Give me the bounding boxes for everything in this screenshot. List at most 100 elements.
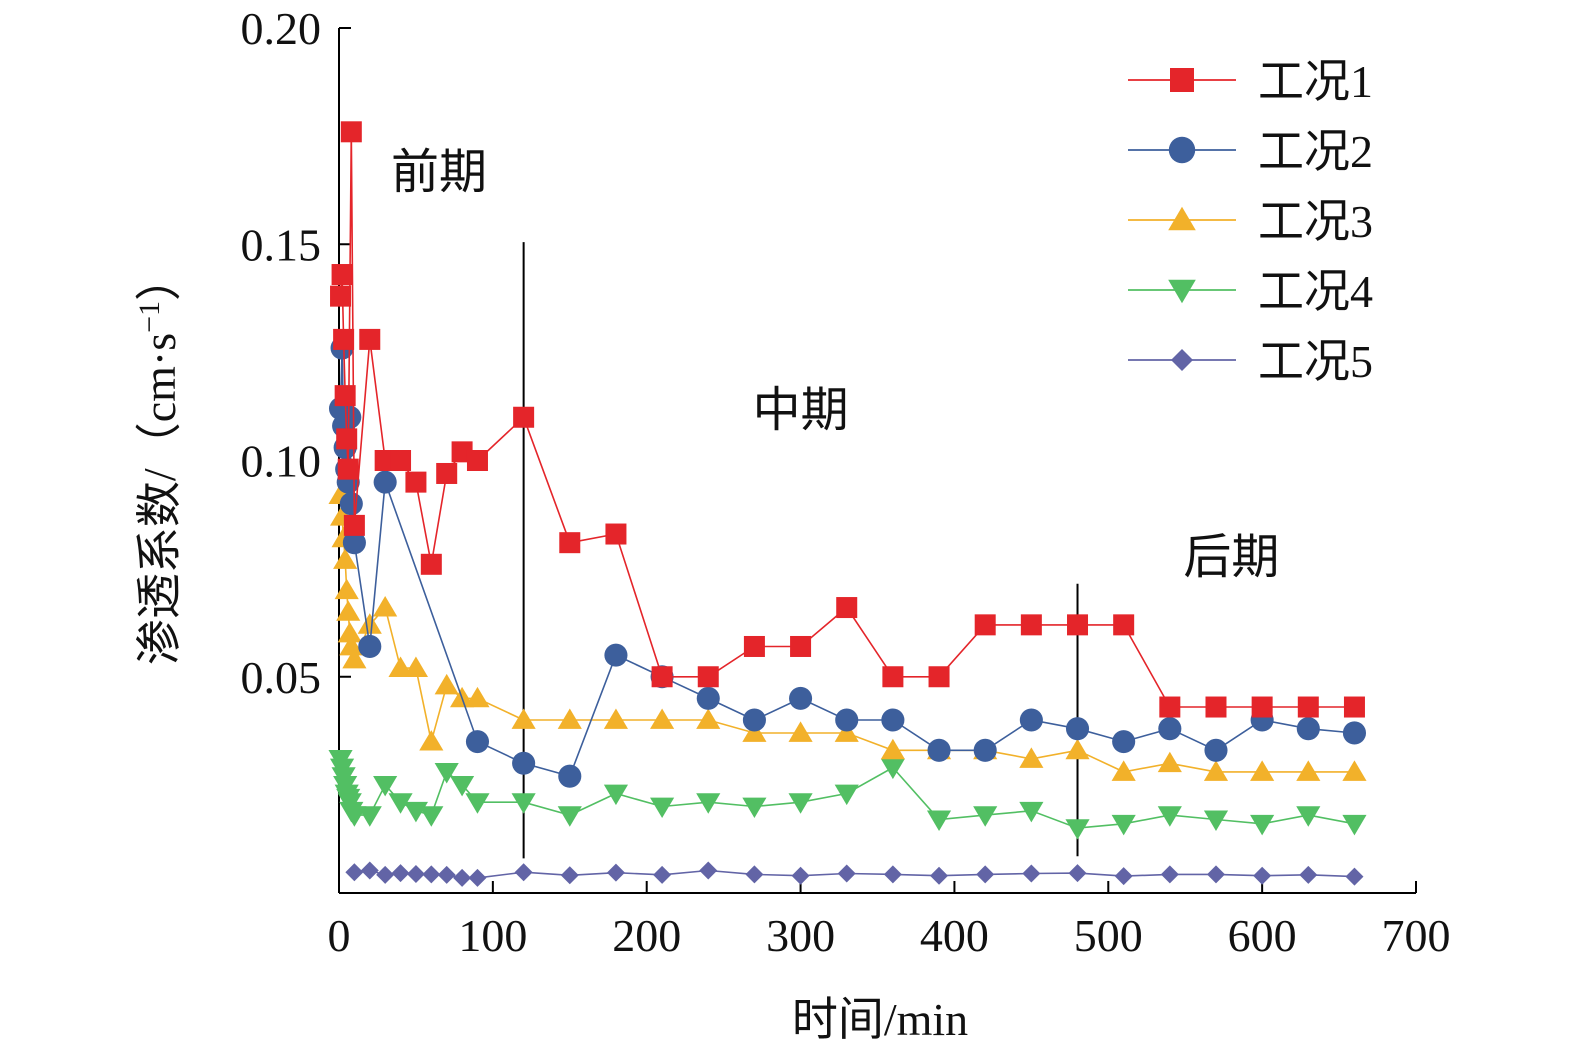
data-point	[605, 523, 627, 545]
data-point	[742, 797, 767, 819]
data-point	[697, 666, 719, 688]
data-point	[1157, 751, 1182, 773]
data-point	[342, 647, 367, 669]
data-point	[403, 656, 429, 678]
data-point	[376, 865, 395, 884]
data-point	[560, 866, 579, 885]
data-point	[1205, 696, 1227, 718]
data-point	[1342, 814, 1367, 836]
data-point	[512, 751, 536, 775]
data-point	[1297, 696, 1319, 718]
data-point	[603, 708, 629, 729]
data-point	[928, 666, 950, 688]
data-point	[835, 708, 859, 732]
phase-label: 中期	[753, 384, 849, 437]
data-point	[926, 810, 952, 832]
data-point	[388, 793, 413, 814]
y-axis-title-main: 渗透系数/（cm·s	[134, 333, 185, 665]
data-point	[514, 863, 533, 882]
x-tick-label: 600	[1228, 910, 1297, 961]
x-axis-title: 时间/min	[792, 994, 968, 1045]
data-point	[1203, 810, 1229, 832]
data-point	[653, 865, 672, 884]
data-point	[1022, 864, 1041, 883]
data-point	[450, 775, 475, 797]
series-4	[328, 750, 1367, 840]
y-tick-label: 0.20	[241, 3, 322, 54]
x-tick-label: 700	[1382, 910, 1451, 961]
data-point	[557, 806, 582, 827]
data-point	[1019, 747, 1044, 768]
data-point	[696, 793, 721, 814]
data-point	[1114, 867, 1133, 886]
x-tick-label: 0	[328, 910, 351, 961]
legend-label: 工况2	[1258, 126, 1373, 177]
data-point	[405, 471, 427, 493]
data-point	[788, 793, 813, 814]
data-point	[696, 686, 720, 710]
phase-label: 后期	[1183, 531, 1279, 584]
data-point	[437, 865, 456, 884]
series-1	[330, 121, 1365, 718]
phase-divider-lines	[522, 242, 1079, 859]
data-point	[337, 458, 359, 480]
data-point	[1342, 721, 1367, 745]
data-point	[1168, 279, 1196, 304]
data-point	[881, 708, 905, 732]
data-point	[337, 621, 362, 643]
data-point	[699, 861, 718, 880]
data-point	[340, 121, 362, 143]
y-tick-label: 0.05	[241, 652, 322, 703]
data-point	[834, 784, 859, 806]
data-point	[511, 793, 536, 814]
data-point	[1296, 760, 1321, 781]
x-tick-label: 300	[766, 910, 835, 961]
data-point	[1111, 814, 1136, 836]
data-point	[466, 450, 488, 471]
data-point	[360, 861, 379, 880]
data-point	[1160, 865, 1179, 884]
data-point	[333, 548, 358, 569]
data-point	[1068, 864, 1087, 883]
data-point	[1158, 717, 1182, 741]
phase-label: 前期	[391, 146, 487, 199]
data-point	[557, 708, 582, 729]
data-point	[927, 738, 951, 762]
data-point	[791, 866, 810, 885]
data-point	[419, 806, 444, 827]
data-point	[1204, 738, 1228, 762]
data-point	[558, 764, 582, 788]
data-point	[559, 532, 581, 554]
data-point	[1157, 806, 1182, 827]
y-axis-title-superscript: −1	[133, 301, 166, 333]
data-point	[880, 758, 905, 780]
data-point	[834, 721, 859, 742]
data-point	[465, 793, 490, 814]
data-point	[880, 738, 905, 760]
y-axis-title: 渗透系数/（cm·s−1）	[133, 255, 185, 665]
data-point	[436, 462, 458, 484]
data-point	[696, 708, 721, 729]
data-point	[976, 865, 995, 884]
y-tick-label: 0.10	[241, 436, 322, 487]
legend-item: 工况1	[1128, 56, 1373, 107]
data-point	[742, 708, 766, 732]
data-point	[1203, 760, 1229, 781]
data-point	[336, 600, 361, 621]
legend-item: 工况3	[1128, 196, 1373, 247]
legend: 工况1 工况2 工况3 工况4 工况5	[1128, 56, 1373, 387]
data-point	[1296, 806, 1321, 827]
x-tick-label: 100	[458, 910, 527, 961]
data-point	[453, 868, 472, 887]
data-point	[511, 708, 536, 729]
data-point	[339, 634, 364, 656]
data-point	[1168, 206, 1196, 231]
series-3	[328, 483, 1367, 781]
data-point	[420, 553, 442, 575]
legend-item: 工况4	[1128, 266, 1373, 317]
data-point	[650, 708, 675, 729]
data-point	[1251, 696, 1273, 718]
data-point	[604, 643, 628, 667]
data-point	[339, 492, 363, 516]
data-point	[422, 865, 441, 884]
